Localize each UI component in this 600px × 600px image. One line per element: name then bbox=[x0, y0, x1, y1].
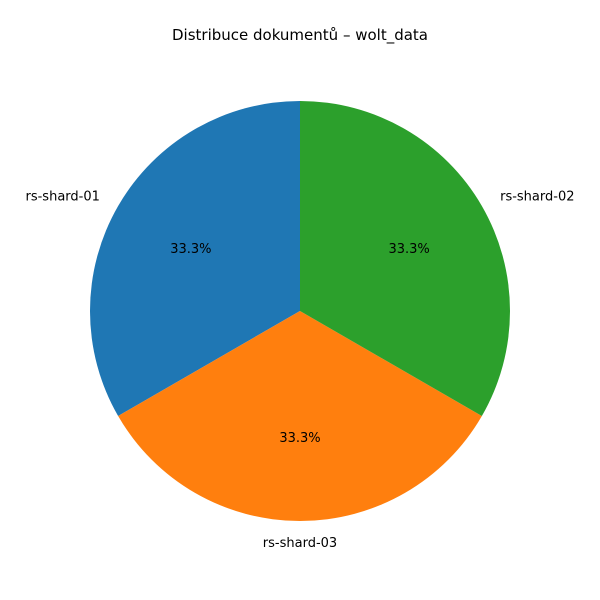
pie-labels: rs-shard-01 33.3% rs-shard-03 33.3% rs-shard… bbox=[26, 190, 575, 552]
slice-label-rs-shard-01: rs-shard-01 bbox=[26, 190, 100, 205]
chart-title: Distribuce dokumentů – wolt_data bbox=[172, 26, 428, 45]
percent-label-rs-shard-03: 33.3% bbox=[279, 431, 320, 446]
pie-slices bbox=[89, 101, 511, 522]
percent-label-rs-shard-01: 33.3% bbox=[170, 242, 211, 257]
pie-slice-rs-shard-03 bbox=[118, 311, 482, 522]
slice-label-rs-shard-03: rs-shard-03 bbox=[263, 536, 337, 551]
slice-label-rs-shard-02: rs-shard-02 bbox=[500, 190, 574, 205]
pie-slice-rs-shard-02 bbox=[300, 101, 511, 416]
pie-slice-rs-shard-01 bbox=[89, 101, 300, 416]
percent-label-rs-shard-02: 33.3% bbox=[388, 242, 429, 257]
